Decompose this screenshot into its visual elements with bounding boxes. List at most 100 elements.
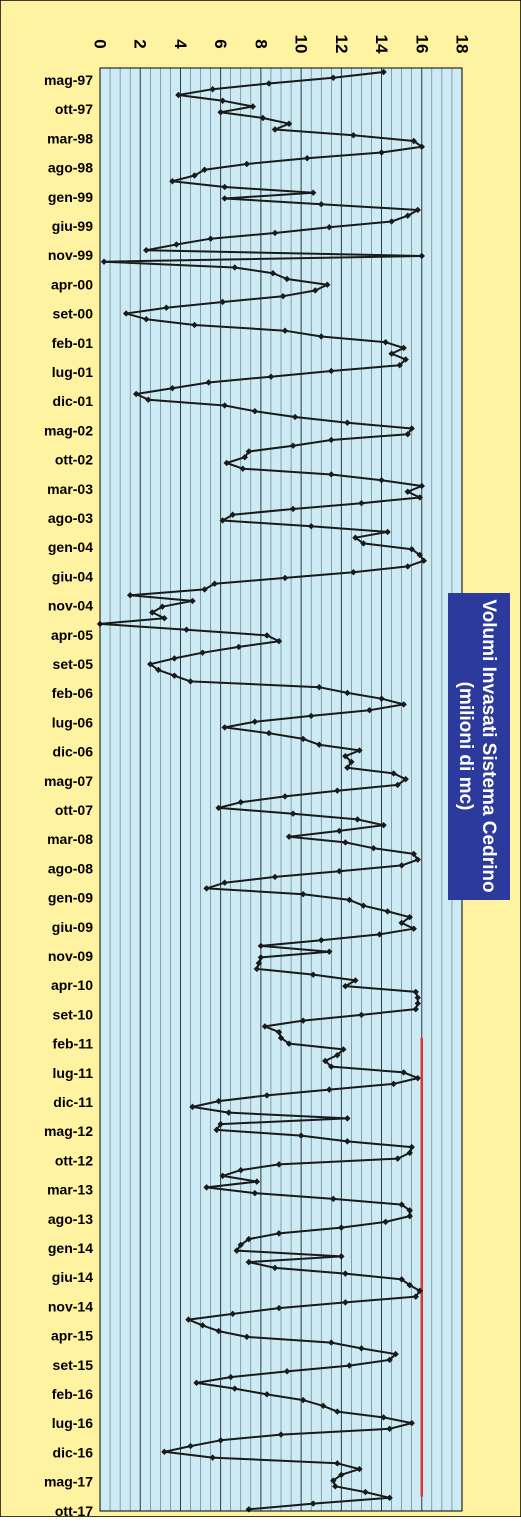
category-tick-label: nov-09 (48, 948, 93, 964)
data-point (410, 137, 417, 145)
category-tick-label: nov-14 (48, 1298, 93, 1314)
data-point (400, 1069, 407, 1076)
category-tick-label: dic-06 (53, 744, 94, 760)
data-point (420, 557, 427, 564)
data-point (251, 718, 259, 725)
data-point (253, 965, 261, 973)
data-point (122, 310, 130, 317)
data-point (402, 775, 409, 783)
data-point (356, 1465, 363, 1473)
data-point (299, 1017, 307, 1024)
data-point (215, 1327, 222, 1335)
category-tick-label: nov-99 (48, 247, 93, 263)
data-point (344, 689, 351, 697)
chart-title: Volumi Invasati Sistema Cedrino (478, 599, 499, 892)
data-point (229, 1310, 236, 1318)
data-point (263, 632, 271, 639)
data-point (201, 166, 208, 173)
data-point (237, 798, 244, 806)
data-point (380, 68, 387, 76)
data-point (362, 1488, 369, 1496)
category-tick-label: feb-11 (53, 1036, 94, 1052)
category-tick-label: giu-99 (52, 218, 93, 234)
data-point (231, 264, 238, 271)
data-point (316, 741, 323, 748)
category-tick-label: set-00 (53, 306, 94, 322)
data-point (219, 298, 226, 306)
data-point (269, 270, 277, 277)
category-tick-label: ago-08 (48, 860, 93, 876)
data-point (229, 511, 236, 518)
data-point (185, 1316, 192, 1323)
data-point (173, 241, 180, 248)
data-point (318, 201, 325, 208)
data-point (189, 597, 196, 605)
data-point (382, 339, 389, 346)
category-tick-label: ott-97 (55, 101, 93, 117)
data-point (334, 787, 341, 794)
data-point (245, 1235, 253, 1243)
data-point (388, 350, 395, 357)
data-point (406, 1207, 413, 1214)
category-tick-label: gen-14 (48, 1240, 93, 1256)
data-point (352, 534, 359, 541)
data-point (342, 839, 349, 846)
data-point (418, 252, 425, 260)
data-point (161, 614, 168, 622)
data-point (307, 712, 315, 720)
data-point (199, 1322, 206, 1329)
data-point (414, 206, 421, 214)
data-point (245, 1506, 253, 1513)
value-tick-label: 10 (292, 35, 311, 54)
data-point (358, 1345, 365, 1352)
data-point (358, 1011, 365, 1019)
data-point (241, 454, 248, 461)
data-point (263, 1391, 271, 1398)
data-point (189, 1103, 196, 1111)
value-tick-label: 6 (211, 39, 230, 48)
data-point (281, 574, 289, 582)
data-point (143, 316, 150, 323)
data-point (283, 275, 291, 283)
data-point (404, 563, 411, 570)
category-tick-label: ago-03 (48, 510, 93, 526)
value-tick-label: 0 (91, 39, 110, 48)
data-point (410, 925, 417, 932)
data-point (316, 683, 323, 691)
data-point (243, 160, 251, 168)
data-point (386, 1494, 393, 1502)
category-tick-label: set-10 (53, 1006, 94, 1022)
data-point (261, 1023, 269, 1030)
data-point (169, 385, 176, 392)
category-tick-label: apr-05 (51, 627, 93, 643)
category-tick-label: lug-16 (52, 1415, 93, 1431)
data-point (404, 431, 411, 438)
category-tick-label: feb-16 (52, 1386, 93, 1402)
data-point (326, 1086, 333, 1093)
data-point (406, 1212, 413, 1220)
data-point (275, 1304, 283, 1312)
data-point (378, 695, 385, 702)
data-point (404, 212, 411, 219)
data-point (388, 218, 395, 225)
data-point (221, 879, 228, 886)
data-point (342, 982, 349, 990)
data-point (414, 1000, 421, 1007)
data-point (326, 224, 333, 231)
value-tick-label: 18 (453, 35, 472, 54)
data-point (187, 1442, 194, 1450)
data-point (285, 120, 293, 127)
data-point (299, 890, 307, 898)
data-point (289, 810, 297, 817)
data-point (281, 793, 289, 800)
data-point (183, 626, 190, 633)
data-point (100, 258, 108, 265)
data-point (255, 959, 263, 967)
data-point (245, 1258, 253, 1266)
category-tick-label: apr-00 (51, 276, 93, 292)
category-tick-label: set-05 (53, 656, 94, 672)
data-point (303, 155, 311, 162)
data-point (338, 1224, 345, 1231)
data-point (398, 862, 405, 869)
